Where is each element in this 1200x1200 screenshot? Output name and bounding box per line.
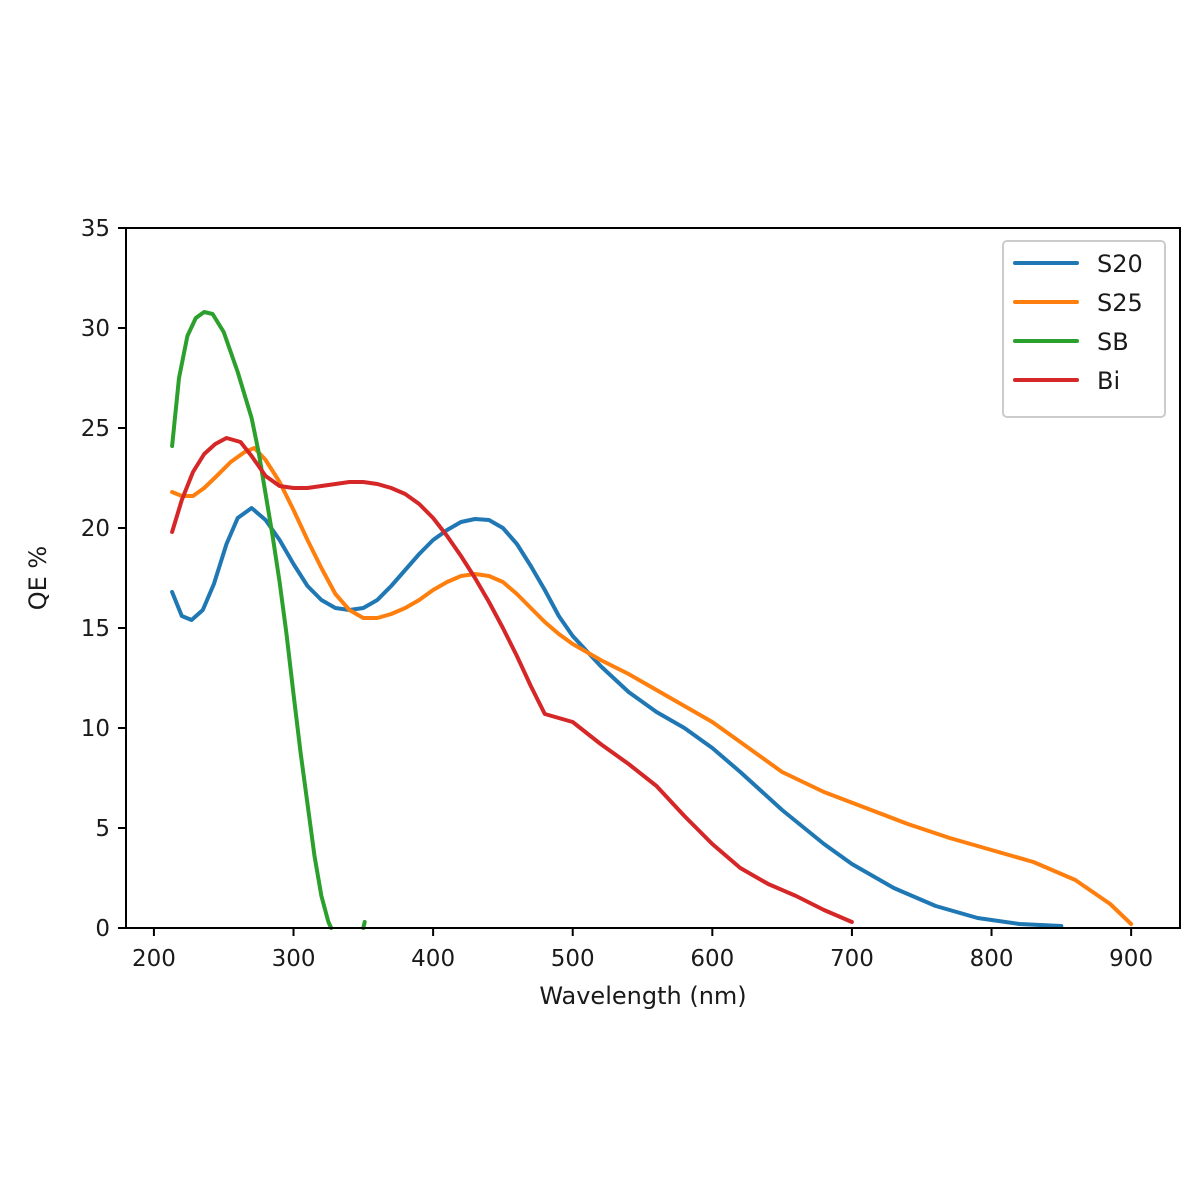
- legend-box: [1002, 240, 1166, 418]
- x-tick-label: 500: [551, 946, 595, 972]
- y-tick-label: 25: [81, 416, 110, 442]
- y-axis-label: QE %: [24, 546, 52, 611]
- x-tick-label: 800: [970, 946, 1014, 972]
- y-tick-label: 0: [95, 916, 110, 942]
- y-tick-label: 10: [81, 716, 110, 742]
- series-line-s25: [170, 446, 1134, 926]
- y-tick-label: 30: [81, 316, 110, 342]
- legend-label-bi: Bi: [1097, 367, 1120, 395]
- axes: 200 300 400 500 600 700 800 900 0 5 10 15 20 25 30 35 Wa…: [24, 216, 1181, 1010]
- x-axis-label: Wavelength (nm): [539, 982, 746, 1010]
- x-tick-label: 300: [272, 946, 316, 972]
- x-tick-label: 900: [1109, 946, 1153, 972]
- legend: S20 S25 SB Bi: [1002, 240, 1166, 418]
- x-tick-label: 400: [411, 946, 455, 972]
- x-tick-label: 700: [830, 946, 874, 972]
- plot-frame: [125, 227, 1181, 929]
- x-tick-label: 600: [690, 946, 734, 972]
- x-tick-label: 200: [132, 946, 176, 972]
- legend-label-s20: S20: [1097, 250, 1143, 278]
- legend-label-sb: SB: [1097, 328, 1129, 356]
- series-line-bi: [170, 436, 854, 924]
- series-line-sb: [170, 310, 334, 930]
- series-line-s20: [170, 506, 1064, 928]
- y-tick-label: 20: [81, 516, 110, 542]
- y-tick-label: 15: [81, 616, 110, 642]
- y-tick-label: 5: [95, 816, 110, 842]
- y-tick-label: 35: [81, 216, 110, 242]
- plot-area: [170, 310, 1134, 930]
- legend-label-s25: S25: [1097, 289, 1143, 317]
